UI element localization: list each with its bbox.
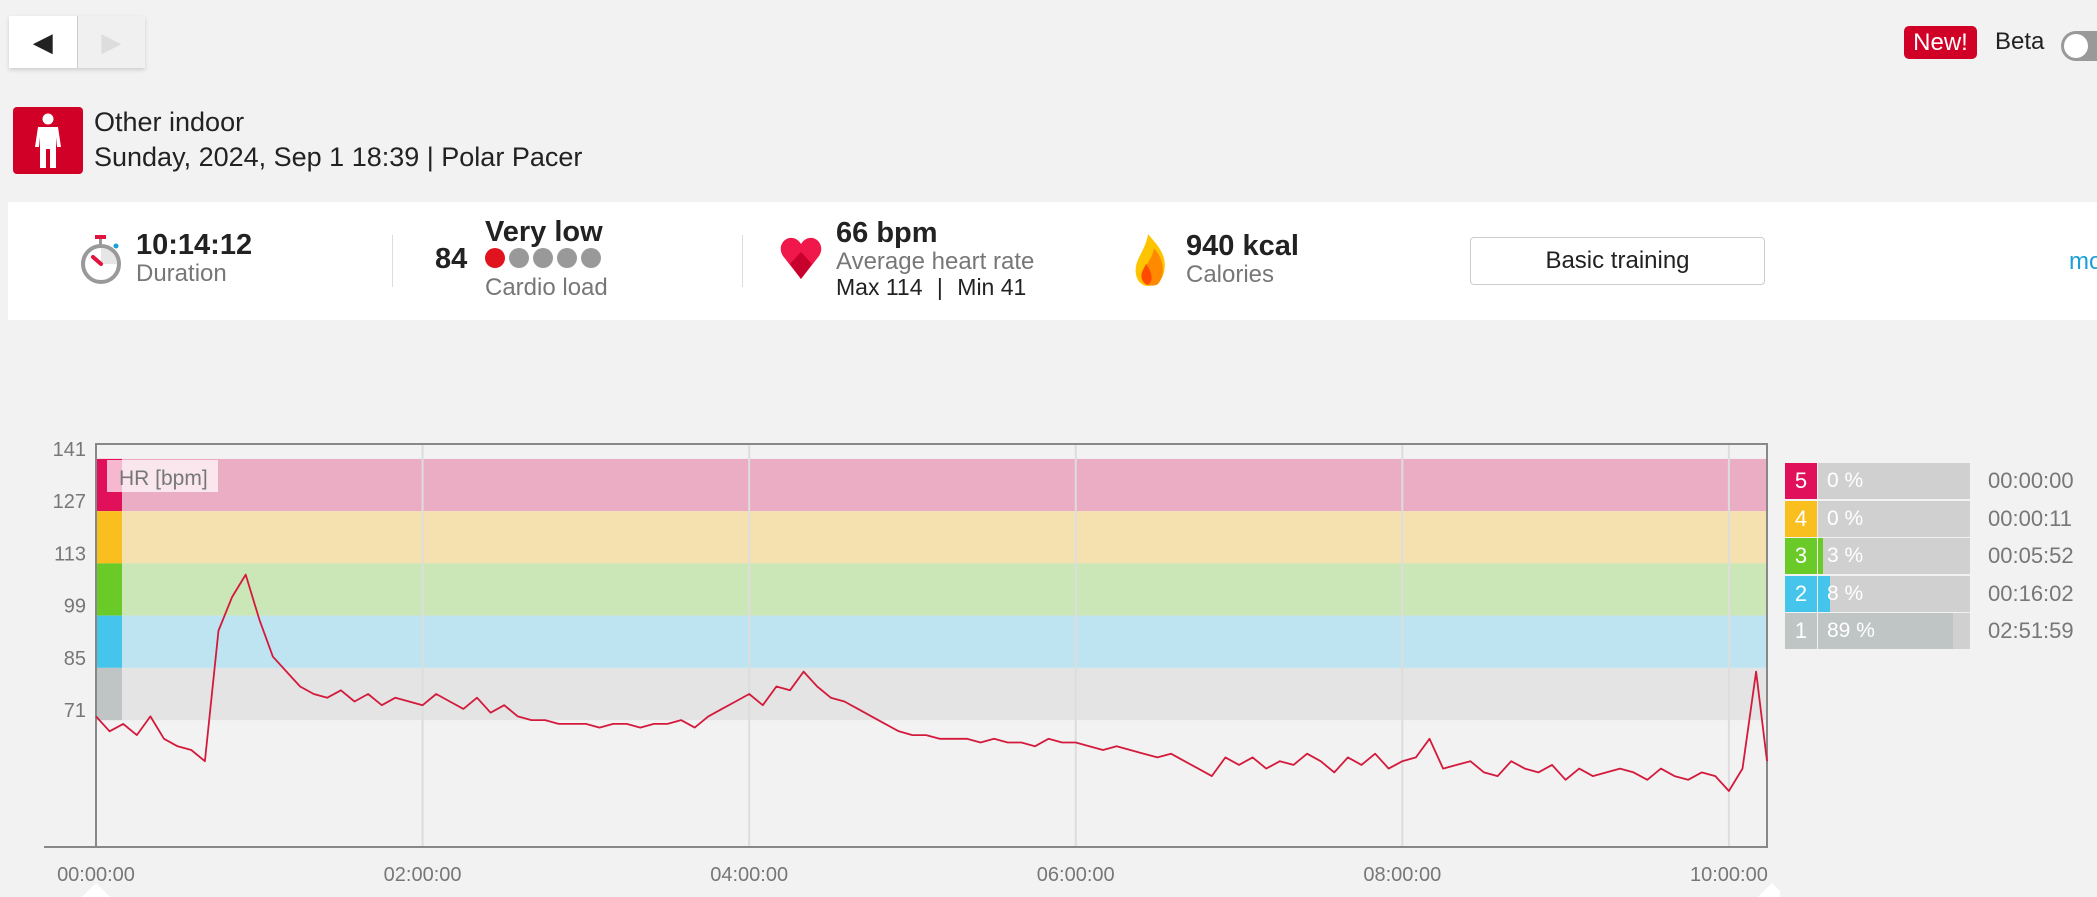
hr-separator: |	[936, 274, 943, 300]
y-tick-label: 127	[53, 491, 86, 513]
load-dot	[557, 248, 577, 268]
x-tick-label: 02:00:00	[384, 864, 462, 886]
y-tick-label: 99	[64, 596, 86, 618]
zone-bar: 0 %	[1818, 463, 1970, 499]
previous-session-button[interactable]: ◀	[9, 16, 78, 68]
divider	[742, 235, 743, 287]
zone-band-3	[96, 563, 1767, 616]
zone-bar: 89 %	[1818, 613, 1970, 649]
calories-label: Calories	[1186, 261, 1275, 288]
zone-number: 1	[1785, 613, 1817, 649]
session-subtitle: Sunday, 2024, Sep 1 18:39 | Polar Pacer	[94, 142, 583, 172]
cardio-load-label: Cardio load	[485, 274, 608, 301]
load-dot-filled	[485, 248, 505, 268]
zone-percent: 3 %	[1827, 544, 1864, 567]
hr-chart: 141 127 113 99 85 71 00:00:00 02:00:00 04:00:00…	[44, 439, 1780, 897]
beta-label: Beta	[1995, 28, 2045, 55]
cardio-load-dots	[485, 248, 605, 273]
person-standing-icon	[35, 113, 61, 168]
zone-bar-fill	[1818, 575, 1831, 612]
zone-marker-4	[96, 511, 122, 564]
zone-time: 00:05:52	[1988, 543, 2074, 568]
zone-bar: 0 %	[1818, 500, 1970, 537]
y-tick-label: 71	[64, 700, 86, 722]
zone-row-5: 5 0 %	[1785, 463, 1970, 499]
range-handle-right[interactable]	[1758, 883, 1780, 897]
zone-row-4: 4 0 %	[1785, 500, 1970, 537]
zone-bar-fill	[1818, 538, 1823, 574]
more-link[interactable]: more	[2069, 248, 2097, 275]
x-tick-label: 06:00:00	[1037, 864, 1115, 886]
load-dot	[509, 248, 529, 268]
hr-max-min: Max 114 | Min 41	[836, 274, 1026, 301]
series-label-box	[107, 460, 218, 492]
zone-marker-2	[96, 615, 122, 668]
toggle-knob	[2064, 34, 2088, 58]
training-type-button[interactable]: Basic training	[1470, 237, 1765, 285]
divider	[392, 235, 393, 287]
triangle-right-icon: ▶	[101, 26, 122, 57]
x-tick-label: 00:00:00	[57, 864, 135, 886]
zone-number: 4	[1785, 500, 1817, 537]
flame-icon	[1135, 234, 1165, 286]
duration-label: Duration	[136, 260, 227, 287]
beta-toggle[interactable]	[2061, 31, 2097, 61]
sport-icon	[13, 107, 83, 174]
zone-number: 3	[1785, 538, 1817, 574]
session-navigation: ◀ ▶	[9, 16, 145, 68]
y-tick-label: 85	[64, 648, 86, 670]
x-tick-label: 04:00:00	[710, 864, 788, 886]
zone-marker-3	[96, 563, 122, 616]
zone-band-2	[96, 615, 1767, 668]
hr-max: Max 114	[836, 274, 923, 300]
zone-number: 2	[1785, 575, 1817, 612]
zone-bar-fill	[1818, 613, 1954, 649]
duration-value: 10:14:12	[136, 229, 253, 261]
cardio-load-value: 84	[435, 243, 468, 275]
zone-number: 5	[1785, 463, 1817, 499]
summary-bar	[8, 202, 2097, 320]
hr-series-line	[95, 573, 1768, 792]
next-session-button[interactable]: ▶	[77, 16, 145, 68]
session-title: Other indoor	[94, 107, 245, 137]
zone-row-2: 2 8 %	[1785, 575, 1970, 612]
zone-band-4	[96, 511, 1767, 564]
zone-bar: 8 %	[1818, 575, 1970, 612]
x-tick-label: 10:00:00	[1690, 864, 1768, 886]
y-tick-label: 113	[54, 543, 86, 565]
zone-time: 00:00:00	[1988, 468, 2074, 493]
new-badge: New!	[1904, 26, 1977, 59]
zone-marker-1	[96, 667, 122, 721]
calories-value: 940 kcal	[1186, 230, 1299, 262]
avg-hr-label: Average heart rate	[836, 248, 1035, 275]
zone-time: 00:16:02	[1988, 580, 2074, 606]
zone-band-1	[96, 667, 1767, 721]
zone-percent: 89 %	[1827, 619, 1875, 642]
zone-band-5	[96, 458, 1767, 512]
series-label: HR [bpm]	[119, 467, 208, 490]
x-tick-label: 08:00:00	[1363, 864, 1441, 886]
stopwatch-icon	[81, 235, 121, 284]
load-dot	[533, 248, 553, 268]
hr-min: Min 41	[957, 274, 1027, 300]
load-dot	[581, 248, 601, 268]
zone-time: 02:51:59	[1988, 618, 2074, 643]
zone-time: 00:00:11	[1988, 505, 2073, 531]
zone-row-1: 1 89 %	[1785, 613, 1970, 649]
zone-percent: 8 %	[1827, 581, 1864, 605]
range-handle-left[interactable]	[82, 883, 110, 897]
zone-bar: 3 %	[1818, 538, 1970, 574]
triangle-left-icon: ◀	[32, 26, 53, 57]
heart-icon	[780, 237, 822, 279]
avg-hr-value: 66 bpm	[836, 217, 938, 249]
zone-percent: 0 %	[1827, 469, 1864, 492]
y-tick-label: 141	[53, 439, 86, 461]
zone-row-3: 3 3 %	[1785, 538, 1970, 574]
cardio-load-level: Very low	[485, 216, 603, 248]
zone-percent: 0 %	[1827, 506, 1864, 530]
